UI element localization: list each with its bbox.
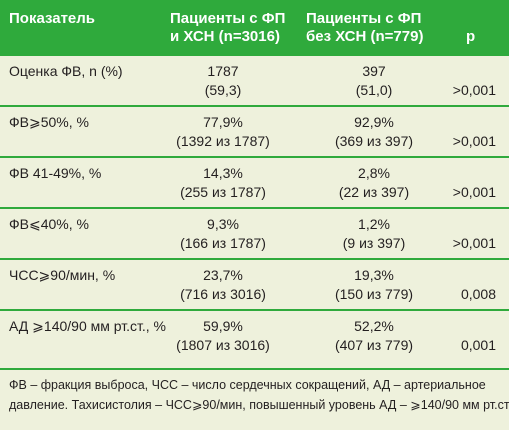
row-p-value: 0,001: [460, 337, 496, 353]
group2-main: 92,9%: [354, 114, 394, 130]
row-group2-value: 397 (51,0): [326, 62, 422, 100]
group1-sub: (1392 из 1787): [176, 133, 270, 149]
header-group1: Пациенты с ФП и ХСН (n=3016): [170, 10, 310, 46]
group1-main: 14,3%: [203, 165, 243, 181]
row-group2-value: 52,2% (407 из 779): [326, 317, 422, 355]
group2-sub: (369 из 397): [334, 133, 414, 149]
group2-main: 19,3%: [354, 267, 394, 283]
row-separator: [0, 105, 509, 107]
footnote-line1: ФВ – фракция выброса, ЧСС – число сердеч…: [9, 378, 486, 392]
group2-main: 2,8%: [358, 165, 390, 181]
footnote-line2: давление. Тахисистолия – ЧСС⩾90/мин, пов…: [9, 398, 509, 412]
table-row: ФВ⩽40%, % 9,3% (166 из 1787) 1,2% (9 из …: [0, 209, 509, 259]
table-header: Показатель Пациенты с ФП и ХСН (n=3016) …: [0, 0, 509, 56]
group1-sub: (59,3): [204, 82, 242, 98]
footnote: ФВ – фракция выброса, ЧСС – число сердеч…: [9, 375, 509, 415]
row-p-value: >0,001: [452, 184, 496, 200]
row-separator: [0, 309, 509, 311]
row-separator: [0, 156, 509, 158]
header-group1-line1: Пациенты с ФП: [170, 10, 286, 27]
group1-sub: (716 из 3016): [180, 286, 266, 302]
group1-main: 59,9%: [203, 318, 243, 334]
header-group2: Пациенты с ФП без ХСН (n=779): [306, 10, 446, 46]
table-row: ФВ⩾50%, % 77,9% (1392 из 1787) 92,9% (36…: [0, 107, 509, 157]
group2-main: 397: [362, 63, 386, 79]
row-p-value: 0,008: [460, 286, 496, 302]
row-group1-value: 23,7% (716 из 3016): [160, 266, 286, 304]
header-indicator: Показатель: [9, 10, 96, 27]
group1-main: 77,9%: [203, 114, 243, 130]
group1-main: 1787: [207, 63, 239, 79]
table-row: Оценка ФВ, n (%) 1787 (59,3) 397 (51,0) …: [0, 56, 509, 106]
table-row: АД ⩾140/90 мм рт.ст., % 59,9% (1807 из 3…: [0, 311, 509, 361]
row-group2-value: 1,2% (9 из 397): [326, 215, 422, 253]
row-group1-value: 59,9% (1807 из 3016): [160, 317, 286, 355]
table-bottom-separator: [0, 368, 509, 370]
row-group2-value: 19,3% (150 из 779): [326, 266, 422, 304]
row-indicator: ЧСС⩾90/мин, %: [9, 267, 116, 283]
row-group1-value: 9,3% (166 из 1787): [160, 215, 286, 253]
group1-main: 23,7%: [203, 267, 243, 283]
row-group2-value: 2,8% (22 из 397): [326, 164, 422, 202]
row-separator: [0, 207, 509, 209]
header-group1-line2: и ХСН (n=3016): [170, 28, 280, 45]
group1-main: 9,3%: [207, 216, 239, 232]
row-indicator: ФВ⩽40%, %: [9, 216, 89, 232]
group2-sub: (407 из 779): [334, 337, 414, 353]
row-p-value: >0,001: [452, 82, 496, 98]
group1-sub: (1807 из 3016): [176, 337, 270, 353]
row-separator: [0, 258, 509, 260]
header-p: p: [466, 28, 476, 45]
row-indicator: ФВ⩾50%, %: [9, 114, 89, 130]
row-indicator: АД ⩾140/90 мм рт.ст., %: [9, 318, 166, 334]
header-group2-line1: Пациенты с ФП: [306, 10, 422, 27]
group2-main: 1,2%: [358, 216, 390, 232]
table-row: ЧСС⩾90/мин, % 23,7% (716 из 3016) 19,3% …: [0, 260, 509, 310]
row-group1-value: 77,9% (1392 из 1787): [160, 113, 286, 151]
row-indicator: Оценка ФВ, n (%): [9, 63, 123, 79]
group2-sub: (150 из 779): [334, 286, 414, 302]
group1-sub: (166 из 1787): [180, 235, 266, 251]
group2-main: 52,2%: [354, 318, 394, 334]
row-p-value: >0,001: [452, 235, 496, 251]
row-group1-value: 1787 (59,3): [160, 62, 286, 100]
group1-sub: (255 из 1787): [180, 184, 266, 200]
row-group1-value: 14,3% (255 из 1787): [160, 164, 286, 202]
header-group2-line2: без ХСН (n=779): [306, 28, 424, 45]
row-indicator: ФВ 41-49%, %: [9, 165, 102, 181]
group2-sub: (22 из 397): [338, 184, 410, 200]
group2-sub: (9 из 397): [342, 235, 406, 251]
row-p-value: >0,001: [452, 133, 496, 149]
row-group2-value: 92,9% (369 из 397): [326, 113, 422, 151]
group2-sub: (51,0): [355, 82, 393, 98]
table-row: ФВ 41-49%, % 14,3% (255 из 1787) 2,8% (2…: [0, 158, 509, 208]
